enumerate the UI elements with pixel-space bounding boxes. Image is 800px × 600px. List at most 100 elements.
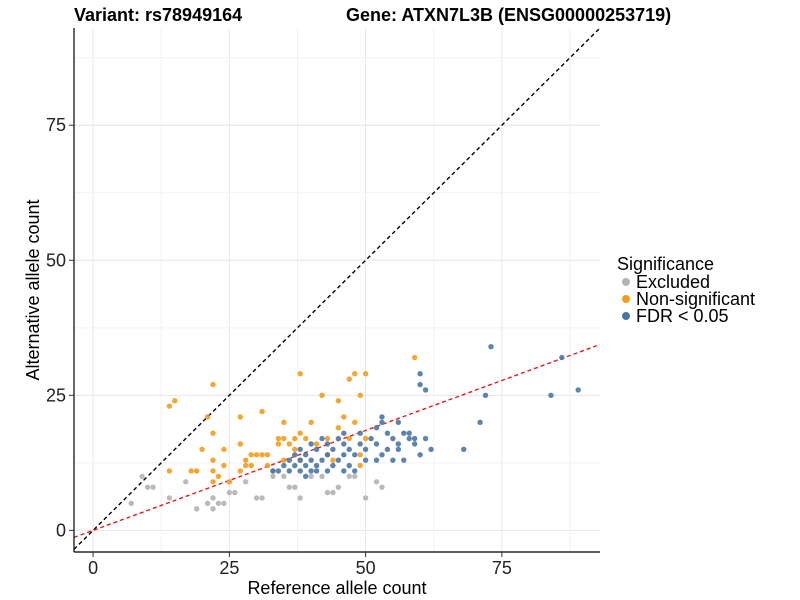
- point-excluded: [379, 484, 385, 490]
- y-axis-title: Alternative allele count: [23, 199, 43, 380]
- point-fdr-0-05: [281, 462, 287, 469]
- point-excluded: [139, 473, 145, 480]
- point-fdr-0-05: [406, 435, 412, 442]
- point-fdr-0-05: [406, 430, 412, 436]
- x-tick-label: 50: [356, 558, 376, 578]
- point-fdr-0-05: [319, 435, 325, 442]
- point-non-significant: [204, 414, 211, 420]
- point-excluded: [292, 484, 298, 490]
- point-fdr-0-05: [401, 457, 407, 463]
- point-non-significant: [297, 430, 303, 436]
- point-fdr-0-05: [548, 392, 554, 399]
- point-excluded: [270, 473, 276, 480]
- point-non-significant: [166, 403, 173, 409]
- legend-title: Significance: [617, 254, 714, 274]
- point-fdr-0-05: [324, 441, 331, 447]
- point-fdr-0-05: [341, 430, 347, 436]
- point-fdr-0-05: [384, 430, 391, 436]
- point-non-significant: [242, 457, 249, 463]
- point-fdr-0-05: [373, 425, 380, 431]
- y-tick-label: 25: [46, 385, 66, 405]
- point-non-significant: [335, 398, 342, 404]
- legend-swatch: [622, 278, 630, 286]
- point-fdr-0-05: [357, 441, 363, 447]
- point-non-significant: [362, 435, 369, 442]
- point-excluded: [281, 473, 287, 480]
- point-non-significant: [221, 446, 227, 453]
- point-fdr-0-05: [308, 468, 314, 474]
- point-fdr-0-05: [302, 473, 309, 480]
- point-fdr-0-05: [379, 414, 385, 420]
- point-non-significant: [188, 468, 194, 474]
- point-fdr-0-05: [346, 462, 352, 469]
- point-fdr-0-05: [417, 381, 423, 388]
- point-fdr-0-05: [335, 457, 342, 463]
- point-non-significant: [352, 371, 358, 377]
- x-axis-title: Reference allele count: [247, 578, 426, 598]
- point-fdr-0-05: [302, 462, 309, 469]
- point-non-significant: [335, 425, 342, 431]
- point-non-significant: [210, 468, 216, 474]
- point-excluded: [215, 500, 222, 507]
- point-fdr-0-05: [395, 441, 402, 447]
- point-non-significant: [292, 446, 298, 453]
- point-fdr-0-05: [319, 457, 325, 463]
- data-points: [128, 344, 581, 512]
- point-excluded: [193, 506, 200, 512]
- point-excluded: [204, 500, 211, 507]
- point-fdr-0-05: [559, 354, 565, 361]
- point-fdr-0-05: [313, 462, 320, 469]
- point-fdr-0-05: [302, 452, 309, 458]
- point-excluded: [226, 489, 233, 496]
- point-non-significant: [248, 462, 254, 469]
- point-non-significant: [319, 392, 325, 399]
- point-non-significant: [193, 468, 200, 474]
- point-fdr-0-05: [330, 446, 336, 453]
- legend-swatch: [622, 312, 630, 320]
- point-fdr-0-05: [575, 387, 581, 393]
- legend-label: FDR < 0.05: [636, 306, 729, 326]
- point-fdr-0-05: [352, 452, 358, 458]
- point-non-significant: [166, 468, 173, 474]
- point-fdr-0-05: [362, 446, 369, 453]
- legend: Significance ExcludedNon-significantFDR …: [617, 254, 755, 326]
- point-fdr-0-05: [390, 457, 396, 463]
- point-fdr-0-05: [395, 446, 402, 453]
- point-excluded: [286, 484, 293, 490]
- point-non-significant: [275, 435, 282, 442]
- x-tick-label: 0: [88, 558, 98, 578]
- point-non-significant: [281, 435, 287, 442]
- x-ticks: 0 25 50 75: [88, 552, 512, 578]
- point-non-significant: [292, 435, 298, 442]
- point-fdr-0-05: [286, 457, 293, 463]
- point-non-significant: [330, 457, 336, 463]
- point-fdr-0-05: [341, 441, 347, 447]
- point-non-significant: [286, 441, 293, 447]
- point-excluded: [232, 489, 238, 496]
- point-fdr-0-05: [313, 446, 320, 453]
- point-non-significant: [226, 479, 233, 485]
- point-non-significant: [237, 441, 243, 447]
- y-tick-label: 50: [46, 250, 66, 270]
- legend-label: Non-significant: [636, 289, 755, 309]
- chart-title-gene: Gene: ATXN7L3B (ENSG00000253719): [346, 5, 671, 25]
- plot-panel: [74, 28, 600, 552]
- point-excluded: [352, 473, 358, 480]
- point-fdr-0-05: [422, 435, 429, 442]
- point-non-significant: [237, 468, 243, 474]
- point-fdr-0-05: [335, 435, 342, 442]
- point-fdr-0-05: [308, 441, 314, 447]
- point-fdr-0-05: [422, 387, 429, 393]
- point-excluded: [253, 495, 260, 501]
- point-excluded: [324, 489, 331, 496]
- point-non-significant: [264, 462, 271, 469]
- point-non-significant: [302, 435, 309, 442]
- point-fdr-0-05: [373, 457, 380, 463]
- point-non-significant: [357, 462, 363, 469]
- point-non-significant: [275, 441, 282, 447]
- point-non-significant: [253, 452, 260, 458]
- point-non-significant: [264, 452, 271, 458]
- point-fdr-0-05: [341, 468, 347, 474]
- point-excluded: [183, 479, 189, 485]
